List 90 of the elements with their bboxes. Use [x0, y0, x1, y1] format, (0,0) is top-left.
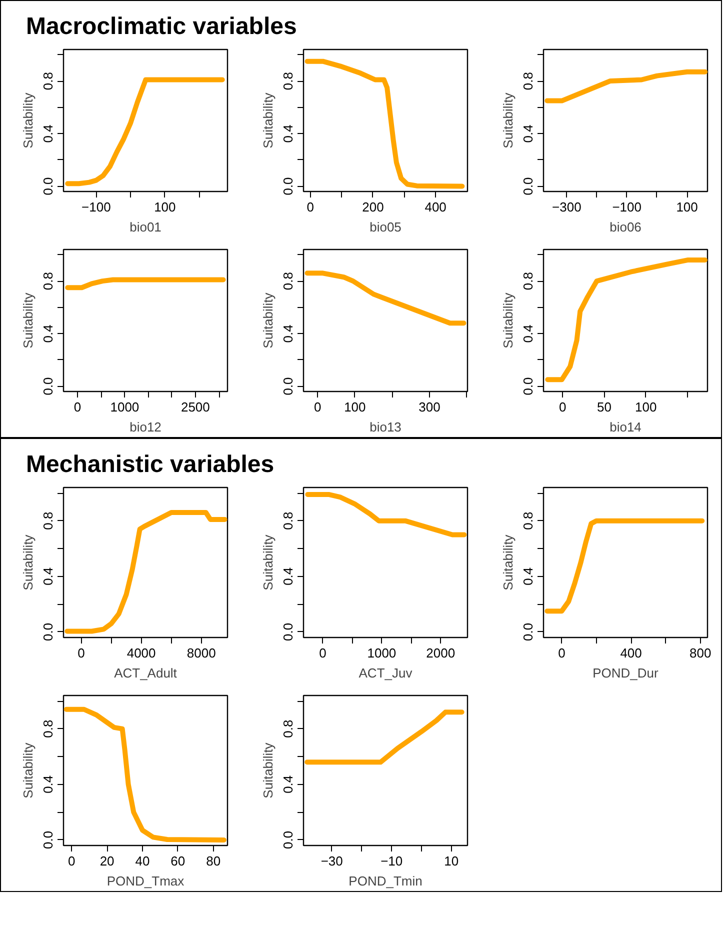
y-axis-title: Suitability	[20, 742, 36, 798]
x-axis-title: POND_Dur	[592, 666, 660, 680]
y-tick-label: 0.0	[280, 622, 296, 641]
x-tick-label: 80	[206, 854, 221, 868]
y-tick-label: 0.0	[40, 377, 56, 396]
x-tick-label: 0	[559, 400, 566, 414]
x-tick-label: 1000	[110, 400, 140, 414]
x-axis-title: bio01	[130, 220, 162, 234]
x-tick-label: 300	[418, 400, 440, 414]
y-tick-label: 0.0	[40, 622, 56, 641]
x-tick-label: −100	[612, 200, 642, 214]
y-tick-label: 0.4	[280, 324, 296, 343]
x-tick-label: 4000	[126, 646, 156, 660]
y-tick-label: 0.0	[520, 622, 536, 641]
x-axis-title: bio12	[130, 420, 162, 434]
y-tick-label: 0.8	[40, 272, 56, 290]
x-tick-label: 100	[344, 400, 366, 414]
y-tick-label: 0.8	[280, 512, 296, 530]
y-tick-label: 0.4	[520, 124, 536, 143]
x-tick-label: 0	[68, 854, 76, 868]
x-tick-label: 200	[362, 200, 384, 214]
y-tick-label: 0.8	[520, 512, 536, 530]
y-tick-label: 0.0	[40, 830, 56, 849]
x-axis-title: POND_Tmax	[106, 874, 185, 888]
chart-title: Macroclimatic variables	[26, 12, 297, 42]
x-axis-title: POND_Tmin	[348, 874, 422, 888]
y-tick-label: 0.4	[40, 324, 56, 343]
x-tick-label: 0	[319, 646, 326, 660]
y-tick-label: 0.8	[520, 272, 536, 290]
x-tick-label: 2000	[426, 646, 456, 660]
y-tick-label: 0.0	[280, 177, 296, 196]
y-tick-label: 0.8	[280, 72, 296, 90]
x-tick-label: 400	[620, 646, 642, 660]
x-axis-title: bio05	[370, 220, 402, 234]
chart-title: Mechanistic variables	[26, 450, 274, 480]
x-tick-label: −300	[552, 200, 582, 214]
x-tick-label: 1000	[367, 646, 396, 660]
x-tick-label: 800	[690, 646, 712, 660]
y-tick-label: 0.8	[40, 512, 56, 530]
x-tick-label: 0	[558, 646, 566, 660]
y-tick-label: 0.4	[40, 124, 56, 143]
x-axis-title: ACT_Adult	[114, 666, 178, 680]
y-tick-label: 0.0	[280, 830, 296, 849]
y-tick-label: 0.4	[40, 775, 56, 794]
x-tick-label: 40	[135, 854, 150, 868]
y-tick-label: 0.8	[280, 272, 296, 290]
x-tick-label: −30	[320, 854, 343, 868]
x-tick-label: 0	[314, 400, 322, 414]
x-tick-label: 10	[444, 854, 459, 868]
y-tick-label: 0.8	[280, 720, 296, 738]
y-tick-label: 0.0	[520, 377, 536, 396]
x-tick-label: 8000	[186, 646, 216, 660]
x-tick-label: 0	[78, 646, 85, 660]
y-axis-title: Suitability	[500, 534, 516, 590]
y-axis-title: Suitability	[20, 292, 36, 348]
x-axis-title: bio13	[370, 420, 402, 434]
x-tick-label: 60	[170, 854, 186, 868]
y-tick-label: 0.4	[520, 567, 536, 586]
y-axis-title: Suitability	[500, 292, 516, 348]
y-tick-label: 0.8	[40, 72, 56, 90]
x-tick-label: −100	[82, 200, 111, 214]
x-axis-title: bio14	[610, 420, 642, 434]
x-tick-label: 0	[306, 200, 314, 214]
x-tick-label: −10	[380, 854, 403, 868]
y-tick-label: 0.8	[40, 720, 56, 738]
y-tick-label: 0.4	[280, 124, 296, 143]
y-axis-title: Suitability	[260, 292, 276, 348]
x-axis-title: bio06	[610, 220, 642, 234]
y-axis-title: Suitability	[260, 92, 276, 148]
y-tick-label: 0.4	[280, 775, 296, 794]
x-tick-label: 20	[100, 854, 114, 868]
x-tick-label: 0	[74, 400, 82, 414]
y-tick-label: 0.8	[520, 72, 536, 90]
x-tick-label: 50	[597, 400, 612, 414]
y-axis-title: Suitability	[260, 534, 276, 590]
y-tick-label: 0.4	[520, 324, 536, 343]
y-axis-title: Suitability	[500, 92, 516, 148]
x-tick-label: 2500	[180, 400, 210, 414]
y-tick-label: 0.0	[280, 377, 296, 396]
x-tick-label: 100	[676, 200, 698, 214]
x-axis-title: ACT_Juv	[358, 666, 413, 680]
x-tick-label: 100	[154, 200, 176, 214]
y-axis-title: Suitability	[20, 92, 36, 148]
y-tick-label: 0.4	[280, 567, 296, 586]
y-tick-label: 0.0	[520, 177, 536, 196]
y-axis-title: Suitability	[260, 742, 276, 798]
y-tick-label: 0.4	[40, 567, 56, 586]
y-axis-title: Suitability	[20, 534, 36, 590]
x-tick-label: 100	[635, 400, 657, 414]
x-tick-label: 400	[424, 200, 446, 214]
